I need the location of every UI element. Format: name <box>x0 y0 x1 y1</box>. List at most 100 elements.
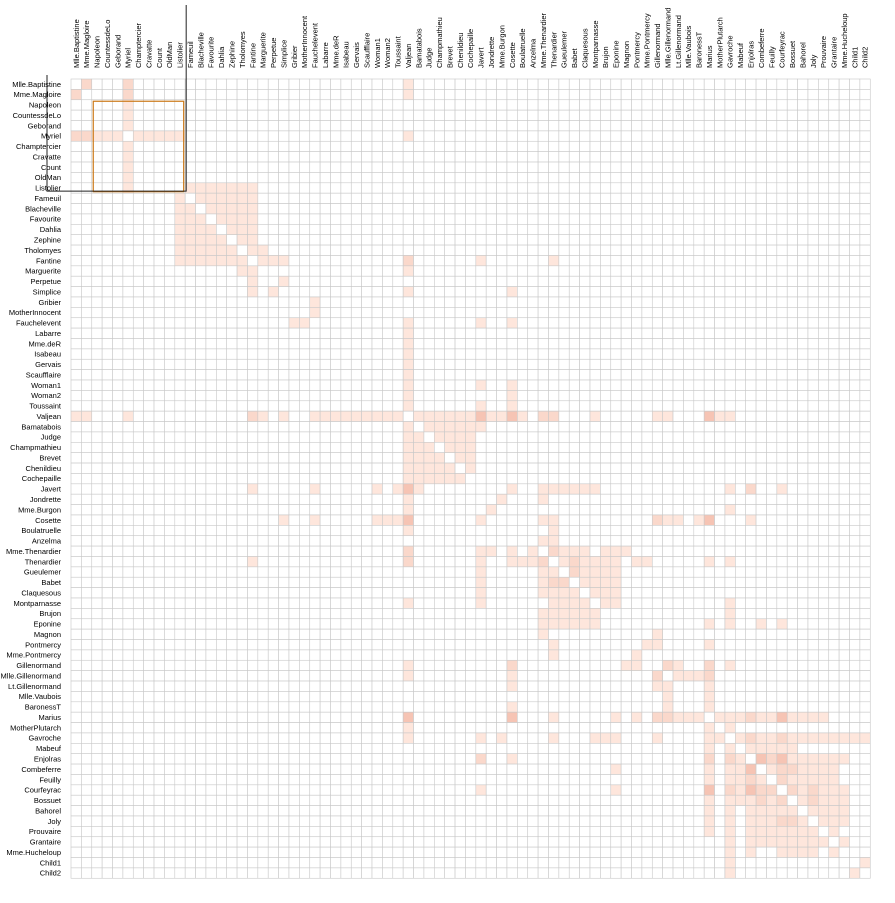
matrix-cell <box>195 120 207 132</box>
matrix-cell <box>766 224 778 236</box>
matrix-cell <box>755 566 767 578</box>
matrix-cell <box>568 473 580 485</box>
matrix-cell <box>319 576 331 588</box>
matrix-cell <box>288 348 300 360</box>
matrix-cell <box>278 639 290 651</box>
matrix-cell <box>766 338 778 350</box>
matrix-cell <box>807 452 819 464</box>
matrix-cell <box>122 556 134 568</box>
matrix-cell <box>205 576 217 588</box>
matrix-cell-filled <box>236 255 248 267</box>
matrix-cell <box>330 514 342 526</box>
matrix-cell <box>413 348 425 360</box>
matrix-cell <box>683 691 695 703</box>
matrix-cell-filled <box>838 732 850 744</box>
matrix-cell <box>662 192 674 204</box>
matrix-cell <box>745 410 757 422</box>
matrix-cells <box>70 78 871 879</box>
matrix-cell <box>662 265 674 277</box>
matrix-cell <box>226 151 238 163</box>
matrix-cell <box>589 639 601 651</box>
matrix-cell <box>444 286 456 298</box>
matrix-cell <box>81 421 93 433</box>
matrix-cell <box>164 473 176 485</box>
matrix-cell <box>257 732 269 744</box>
matrix-cell <box>70 504 82 516</box>
matrix-cell <box>330 140 342 152</box>
matrix-cell <box>81 369 93 381</box>
matrix-cell <box>267 701 279 713</box>
matrix-cell <box>371 545 383 557</box>
matrix-cell <box>236 89 248 101</box>
matrix-cell <box>496 109 508 121</box>
matrix-cell <box>247 400 259 412</box>
matrix-cell <box>288 680 300 692</box>
matrix-cell <box>382 483 394 495</box>
matrix-cell <box>309 711 321 723</box>
matrix-cell-filled <box>402 390 414 402</box>
matrix-cell <box>807 234 819 246</box>
matrix-cell <box>174 576 186 588</box>
matrix-cell <box>143 556 155 568</box>
matrix-cell <box>299 348 311 360</box>
matrix-cell <box>859 89 871 101</box>
matrix-cell <box>610 348 622 360</box>
matrix-cell <box>631 701 643 713</box>
matrix-cell-filled <box>70 410 82 422</box>
matrix-cell <box>309 99 321 111</box>
matrix-cell <box>776 680 788 692</box>
matrix-cell <box>589 203 601 215</box>
matrix-cell <box>91 535 103 547</box>
matrix-cell <box>537 369 549 381</box>
matrix-cell <box>413 390 425 402</box>
matrix-cell-filled <box>589 483 601 495</box>
matrix-cell <box>153 732 165 744</box>
matrix-cell <box>745 358 757 370</box>
matrix-cell <box>361 78 373 90</box>
matrix-cell <box>216 265 228 277</box>
matrix-cell <box>631 421 643 433</box>
matrix-cell <box>70 711 82 723</box>
matrix-cell <box>122 545 134 557</box>
matrix-cell <box>361 89 373 101</box>
matrix-cell <box>475 120 487 132</box>
matrix-cell <box>195 525 207 537</box>
matrix-cell <box>506 452 518 464</box>
matrix-cell <box>755 670 767 682</box>
matrix-cell <box>299 639 311 651</box>
matrix-cell <box>641 369 653 381</box>
matrix-cell-filled <box>724 743 736 755</box>
matrix-cell <box>122 743 134 755</box>
matrix-cell <box>205 618 217 630</box>
matrix-cell <box>309 639 321 651</box>
matrix-cell <box>818 421 830 433</box>
matrix-cell <box>70 390 82 402</box>
matrix-cell <box>755 400 767 412</box>
matrix-cell-filled <box>589 576 601 588</box>
matrix-cell <box>340 701 352 713</box>
matrix-cell <box>506 307 518 319</box>
matrix-cell <box>413 545 425 557</box>
matrix-cell <box>517 358 529 370</box>
matrix-cell <box>724 691 736 703</box>
matrix-cell <box>485 556 497 568</box>
matrix-cell <box>226 525 238 537</box>
matrix-cell <box>247 691 259 703</box>
matrix-cell <box>714 244 726 256</box>
matrix-cell <box>278 78 290 90</box>
matrix-cell <box>548 234 560 246</box>
matrix-cell <box>589 535 601 547</box>
matrix-cell <box>693 587 705 599</box>
matrix-cell <box>776 317 788 329</box>
matrix-cell <box>91 483 103 495</box>
matrix-cell <box>838 275 850 287</box>
matrix-cell <box>164 722 176 734</box>
matrix-cell <box>153 400 165 412</box>
matrix-cell <box>631 566 643 578</box>
matrix-cell <box>776 493 788 505</box>
matrix-cell <box>589 597 601 609</box>
matrix-cell <box>786 130 798 142</box>
matrix-cell <box>340 743 352 755</box>
matrix-cell <box>392 493 404 505</box>
matrix-cell <box>786 608 798 620</box>
